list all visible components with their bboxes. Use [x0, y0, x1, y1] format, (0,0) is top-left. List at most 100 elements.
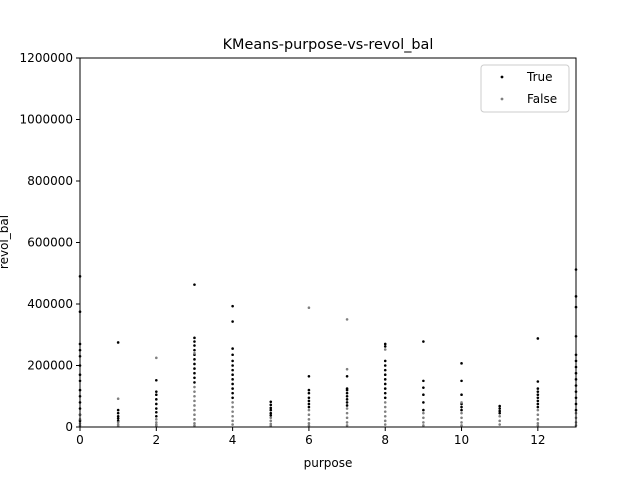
data-point-true: [231, 320, 234, 323]
data-point-false: [536, 418, 540, 421]
chart-title: KMeans-purpose-vs-revol_bal: [223, 37, 434, 53]
data-point-true: [307, 405, 311, 409]
data-point-true: [383, 373, 387, 377]
legend: True False: [480, 64, 570, 113]
data-point-false: [193, 413, 196, 417]
data-point-true: [383, 368, 387, 372]
data-point-false: [307, 422, 311, 425]
data-point-true: [345, 404, 349, 407]
data-point-true: [116, 411, 120, 415]
data-point-true: [231, 373, 234, 377]
data-point-false: [383, 414, 387, 418]
data-point-true: [536, 390, 540, 393]
data-point-true: [269, 408, 273, 412]
data-point-true: [155, 378, 158, 382]
data-point-true: [536, 380, 540, 383]
data-point-false: [307, 424, 311, 427]
data-point-false: [422, 421, 425, 424]
data-point-true: [231, 359, 234, 363]
data-point-false: [307, 413, 311, 417]
data-point-false: [383, 405, 387, 409]
data-point-true: [155, 398, 158, 401]
data-point-true: [155, 393, 158, 397]
data-point-true: [498, 411, 501, 415]
legend-label-true: True: [526, 70, 553, 84]
data-point-false: [498, 414, 501, 418]
data-point-false: [269, 419, 273, 423]
data-point-false: [422, 424, 425, 427]
data-point-false: [536, 422, 540, 425]
data-point-true: [345, 394, 349, 398]
data-point-true: [193, 358, 196, 361]
data-point-false: [193, 351, 196, 355]
y-tick-label: 1200000: [20, 51, 73, 65]
data-point-false: [155, 421, 158, 424]
data-point-true: [383, 378, 387, 381]
data-point-true: [422, 393, 425, 397]
data-point-true: [116, 408, 120, 412]
data-point-true: [345, 388, 349, 392]
data-point-true: [345, 398, 349, 401]
data-point-true: [193, 371, 196, 375]
data-point-false: [193, 424, 196, 427]
data-point-true: [231, 364, 234, 367]
data-point-true: [422, 401, 425, 404]
data-point-true: [193, 367, 196, 370]
data-point-true: [422, 340, 425, 343]
data-point-true: [269, 400, 273, 404]
data-point-false: [193, 422, 196, 425]
data-point-true: [536, 393, 540, 397]
data-point-true: [383, 391, 387, 395]
data-point-false: [116, 421, 120, 424]
data-point-false: [422, 416, 425, 420]
data-point-true: [307, 388, 311, 392]
data-point-true: [383, 359, 387, 363]
x-tick-label: 4: [229, 433, 237, 447]
data-point-true: [231, 391, 234, 395]
data-point-false: [116, 397, 120, 401]
data-point-false: [193, 404, 196, 407]
data-point-true: [269, 403, 273, 407]
plot-frame: [79, 57, 577, 428]
data-point-true: [193, 336, 196, 340]
data-point-false: [269, 424, 273, 428]
data-point-true: [536, 387, 540, 390]
data-point-true: [460, 379, 463, 383]
data-point-true: [460, 408, 463, 412]
x-tick-label: 8: [381, 433, 389, 447]
data-point-true: [536, 399, 540, 403]
data-point-true: [460, 362, 463, 365]
data-point-false: [307, 306, 311, 309]
y-tick-label: 200000: [27, 359, 73, 373]
data-point-false: [269, 416, 273, 420]
data-point-true: [231, 387, 234, 390]
data-point-false: [231, 405, 234, 409]
x-tick-label: 12: [530, 433, 545, 447]
y-axis-label-wrap: revol_bal: [0, 215, 11, 269]
data-point-true: [536, 402, 540, 406]
data-point-false: [383, 410, 387, 413]
data-point-true: [536, 405, 540, 409]
data-point-true: [155, 414, 158, 418]
x-tick-label: 0: [76, 433, 84, 447]
data-point-true: [307, 402, 311, 406]
data-point-true: [383, 396, 387, 400]
data-point-true: [193, 344, 196, 347]
data-point-false: [536, 408, 540, 412]
data-point-true: [422, 386, 425, 389]
y-axis-label: revol_bal: [0, 215, 11, 269]
legend-marker-false: [500, 97, 504, 101]
data-point-false: [231, 423, 234, 426]
data-point-false: [269, 422, 273, 426]
data-point-true: [345, 391, 349, 395]
data-point-false: [536, 424, 540, 427]
data-point-true: [269, 411, 273, 415]
y-tick-label: 600000: [27, 236, 73, 250]
data-point-true: [460, 405, 463, 409]
series-true: [78, 268, 578, 423]
data-point-true: [193, 381, 196, 384]
data-point-true: [231, 396, 234, 400]
data-point-true: [307, 396, 311, 400]
series-false: [78, 306, 578, 428]
